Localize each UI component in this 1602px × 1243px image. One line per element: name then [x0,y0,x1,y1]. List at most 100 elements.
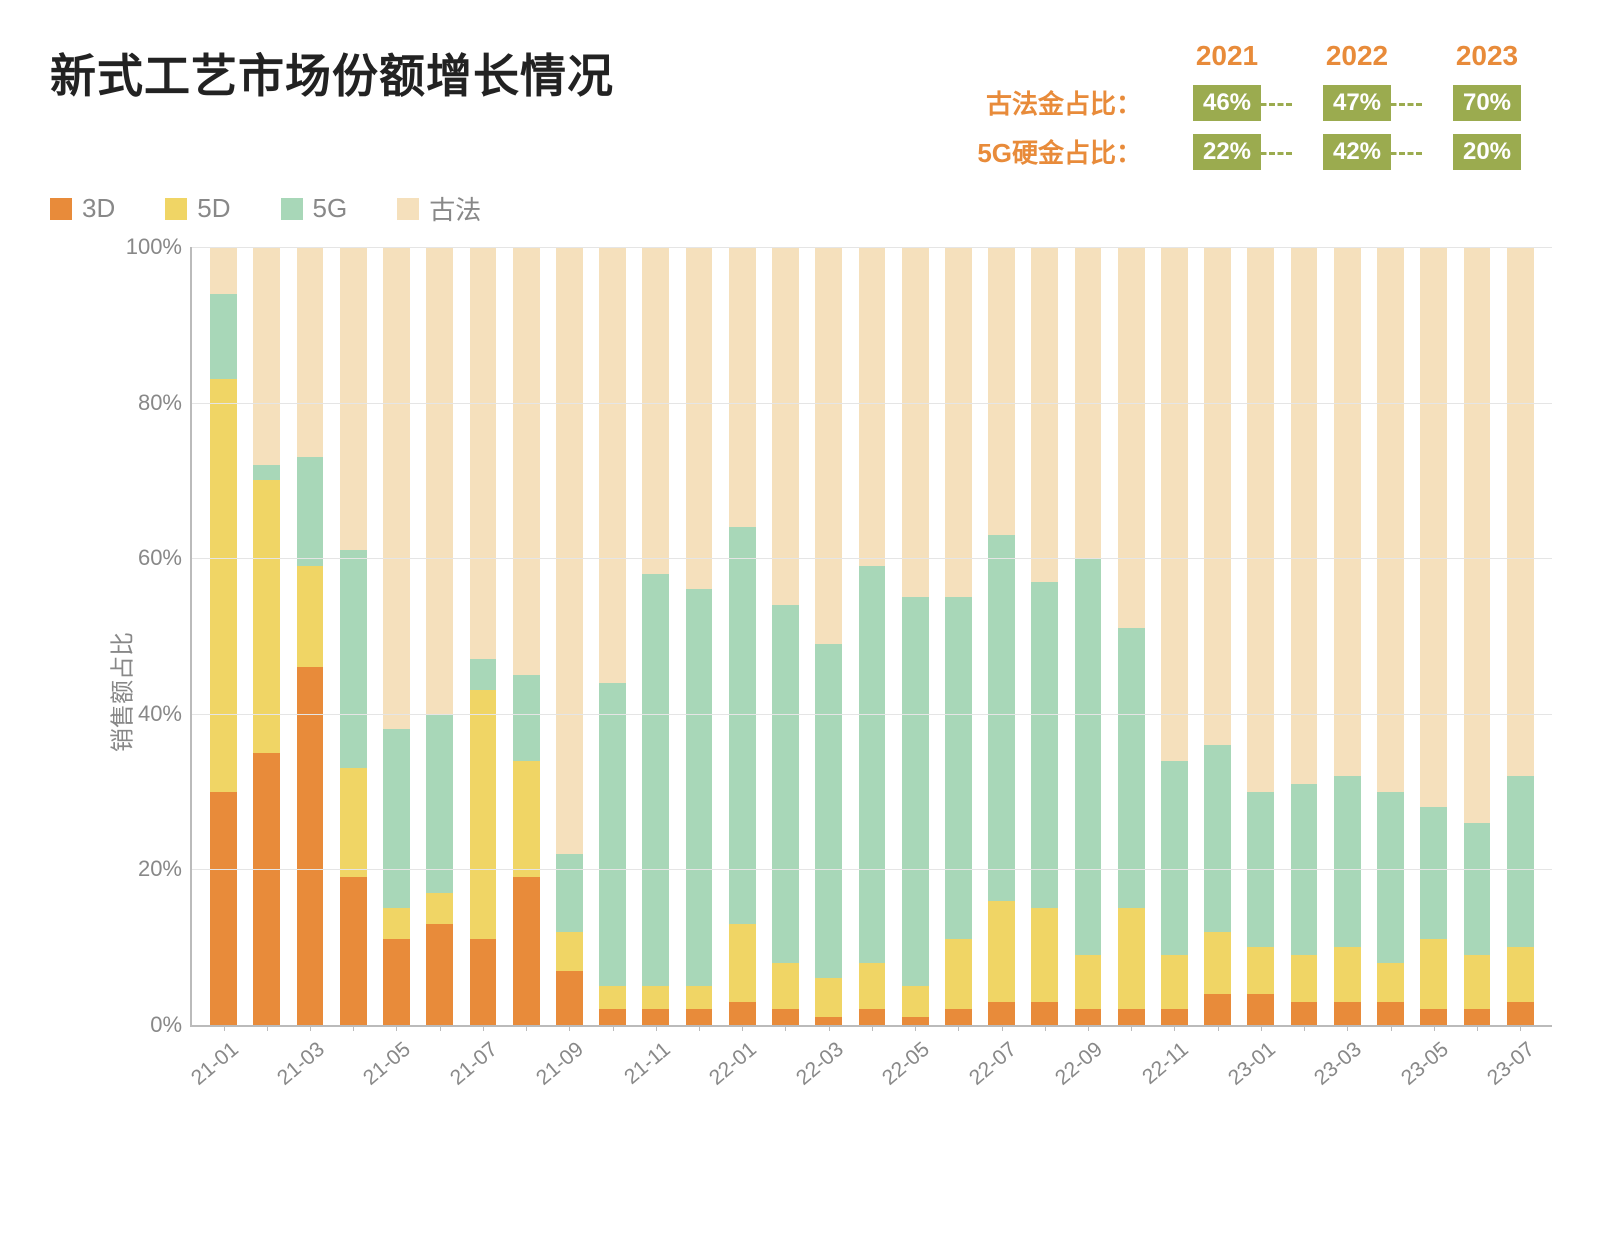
summary-badge: 47% [1323,85,1391,121]
bar-segment-s5g [599,683,626,986]
bar-segment-s3d [815,1017,842,1025]
legend-swatch-icon [50,198,72,220]
summary-badge: 42% [1323,134,1391,170]
grid-line [192,714,1552,715]
bar-slot [1282,247,1325,1025]
xtick [440,1025,441,1031]
xtick [396,1025,397,1031]
stacked-bar [513,247,540,1025]
bar-segment-s3d [1247,994,1274,1025]
bar-segment-s3d [686,1009,713,1025]
bar-segment-gufa [426,247,453,714]
bar-segment-s5g [1334,776,1361,947]
legend: 3D5D5G古法 [50,190,1552,227]
bar-segment-s5g [902,597,929,986]
chart: 销售额占比 21-0121-0321-0521-0721-0921-1122-0… [120,247,1552,1137]
xtick [569,1025,570,1031]
bar-segment-s5d [686,986,713,1009]
bar-segment-s3d [210,792,237,1025]
bar-segment-gufa [988,247,1015,535]
xtick [353,1025,354,1031]
bar-segment-gufa [1118,247,1145,628]
bar-segment-s5g [253,465,280,481]
bar-segment-s5g [340,550,367,768]
xtick [224,1025,225,1031]
bar-segment-s5d [642,986,669,1009]
xtick [1477,1025,1478,1031]
bar-segment-s3d [599,1009,626,1025]
bar-segment-s5g [988,535,1015,901]
grid-line [192,869,1552,870]
bar-segment-s3d [729,1002,756,1025]
bar-segment-s3d [1118,1009,1145,1025]
summary-year-1: 2022 [1292,40,1422,72]
bar-slot [1369,247,1412,1025]
stacked-bar [1291,247,1318,1025]
bar-slot: 21-05 [375,247,418,1025]
bar-segment-s5d [1291,955,1318,1002]
xtick [1520,1025,1521,1031]
xtick [267,1025,268,1031]
stacked-bar [1161,247,1188,1025]
xtick [310,1025,311,1031]
bar-segment-s5g [426,714,453,893]
grid-line [192,558,1552,559]
bar-segment-s5d [815,978,842,1017]
bar-segment-s3d [383,939,410,1025]
bar-segment-s5g [1118,628,1145,908]
bar-slot: 21-07 [461,247,504,1025]
legend-swatch-icon [397,198,419,220]
legend-label: 古法 [429,190,481,227]
bar-segment-gufa [383,247,410,729]
stacked-bar [729,247,756,1025]
xtick [1002,1025,1003,1031]
bar-segment-s3d [859,1009,886,1025]
summary-year-0: 2021 [1162,40,1292,72]
bar-slot [1455,247,1498,1025]
bar-segment-s5g [859,566,886,963]
bar-segment-gufa [210,247,237,294]
bar-slot: 21-09 [548,247,591,1025]
bar-segment-gufa [1204,247,1231,745]
stacked-bar [1334,247,1361,1025]
bar-segment-s5g [1377,792,1404,963]
stacked-bar [1247,247,1274,1025]
stacked-bar [210,247,237,1025]
bar-segment-s5g [297,457,324,566]
bar-slot [1196,247,1239,1025]
bar-segment-s5g [686,589,713,986]
bar-segment-s3d [426,924,453,1025]
bar-segment-gufa [859,247,886,566]
bar-segment-s5d [297,566,324,667]
stacked-bar [859,247,886,1025]
stacked-bar [686,247,713,1025]
bar-segment-s5g [1031,582,1058,909]
bar-segment-gufa [1507,247,1534,776]
summary-row-1-cell-2: 20% [1422,134,1552,170]
xtick [1218,1025,1219,1031]
bar-segment-gufa [556,247,583,854]
bar-slot [505,247,548,1025]
bar-segment-gufa [945,247,972,597]
bar-segment-s5g [642,574,669,986]
summary-badge: 46% [1193,85,1261,121]
bar-segment-s3d [556,971,583,1025]
stacked-bar [426,247,453,1025]
bar-segment-s3d [1464,1009,1491,1025]
bar-segment-s3d [772,1009,799,1025]
xtick [1391,1025,1392,1031]
bar-segment-gufa [729,247,756,527]
bar-segment-s3d [1161,1009,1188,1025]
xtick [872,1025,873,1031]
bars-container: 21-0121-0321-0521-0721-0921-1122-0122-03… [192,247,1552,1025]
summary-badge: 70% [1453,85,1521,121]
stacked-bar [1118,247,1145,1025]
summary-row-0-cell-2: 70% [1422,85,1552,121]
bar-segment-gufa [1161,247,1188,760]
legend-item-s5g: 5G [281,190,348,227]
xtick [1304,1025,1305,1031]
plot-area: 21-0121-0321-0521-0721-0921-1122-0122-03… [190,247,1552,1027]
bar-slot: 22-05 [894,247,937,1025]
stacked-bar [599,247,626,1025]
bar-slot: 23-05 [1412,247,1455,1025]
